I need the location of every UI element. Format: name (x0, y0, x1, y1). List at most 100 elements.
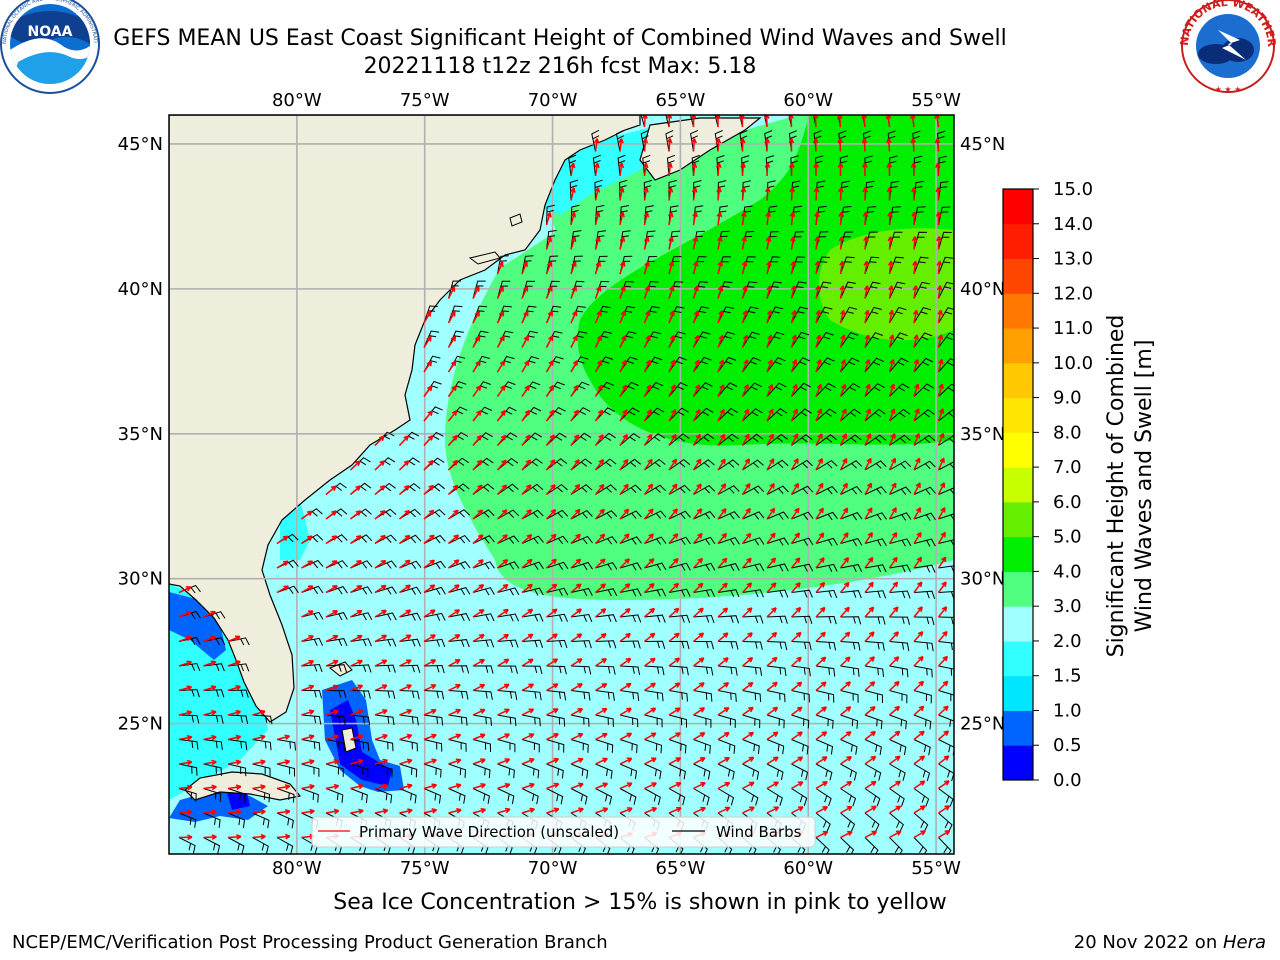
wind-barb (693, 382, 713, 397)
wind-barb (595, 381, 615, 397)
wind-barb (203, 637, 226, 646)
wind-barb (766, 763, 784, 781)
wind-barb (570, 587, 593, 597)
wave-arrow (888, 631, 900, 643)
wave-arrow (325, 759, 340, 765)
wave-arrow (448, 733, 462, 741)
wave-arrow (570, 211, 577, 226)
wave-arrow (447, 335, 457, 348)
wind-barb (570, 509, 593, 520)
wave-arrow (618, 162, 625, 177)
wind-barb (570, 204, 580, 226)
colorbar-swatch (1003, 536, 1033, 572)
wave-arrow (619, 335, 627, 348)
wave-arrow (765, 236, 772, 250)
wind-barb (717, 485, 740, 495)
wave-arrow (423, 311, 432, 324)
wind-barb (448, 560, 471, 570)
wave-arrow (496, 310, 505, 324)
wind-barb (668, 484, 691, 495)
wave-direction-layer (178, 115, 951, 841)
wind-barb (619, 381, 639, 397)
wave-arrow (252, 759, 266, 765)
wind-barb (546, 587, 569, 596)
wind-barb (595, 714, 614, 727)
map-panel: 80°W 75°W 70°W 65°W 60°W 55°W 80°W 75°W … (118, 90, 1006, 879)
wave-arrow (790, 236, 796, 250)
wind-barb (301, 739, 321, 751)
wave-arrow (764, 187, 771, 201)
wind-barb (619, 536, 642, 545)
wave-arrow (791, 806, 804, 814)
wind-barb (595, 562, 618, 571)
wave-arrow (521, 384, 530, 397)
wind-barb (619, 690, 640, 702)
wind-barb (714, 115, 719, 128)
wave-arrow (766, 482, 775, 495)
wave-arrow (472, 658, 485, 667)
wave-arrow (178, 759, 193, 766)
wind-barb (252, 739, 272, 751)
wave-arrow (350, 634, 363, 643)
wave-arrow (741, 236, 747, 250)
wave-arrow (913, 705, 925, 716)
wind-barb (595, 640, 617, 649)
wave-arrow (301, 560, 314, 569)
wind-barb (546, 739, 565, 753)
wind-barb (399, 739, 418, 752)
wind-barb (448, 280, 462, 299)
wave-arrow (886, 162, 893, 177)
wind-barb (227, 788, 246, 803)
wind-barb (472, 509, 495, 520)
wind-barb (570, 561, 593, 571)
wave-arrow (570, 310, 578, 324)
wind-barb (399, 763, 418, 778)
wind-barb (791, 434, 813, 446)
wind-barb (938, 181, 949, 201)
lon-tick-bottom: 75°W (400, 858, 450, 879)
wave-arrow (546, 558, 557, 569)
wind-barb (546, 535, 569, 545)
wind-barb (448, 690, 469, 700)
wind-barb (472, 690, 493, 700)
wind-barb (497, 788, 515, 805)
wind-barb (938, 714, 954, 730)
wave-arrow (692, 384, 701, 397)
wave-arrow (886, 138, 892, 152)
wave-arrow (766, 359, 773, 373)
wind-barb (595, 510, 618, 520)
wind-barb (766, 714, 785, 729)
wave-arrow (861, 115, 868, 128)
wave-arrow (935, 211, 942, 226)
wave-arrow (864, 532, 874, 544)
wave-arrow (717, 433, 726, 446)
wind-barb (742, 690, 762, 703)
wave-arrow (741, 260, 748, 275)
wind-barb (840, 485, 863, 495)
colorbar-label-line1: Significant Height of Combined (1104, 315, 1129, 658)
wave-arrow (545, 261, 553, 275)
wind-barb (619, 205, 630, 226)
wind-barb (913, 812, 929, 833)
wind-barb (350, 690, 371, 699)
wave-arrow (619, 607, 631, 618)
wave-arrow (643, 508, 654, 520)
wave-arrow (937, 556, 947, 569)
wind-barb (472, 639, 495, 648)
wave-arrow (301, 635, 314, 643)
wave-arrow (374, 733, 388, 741)
wave-arrow (276, 808, 291, 815)
wave-arrow (863, 236, 869, 250)
wave-arrow (742, 756, 755, 765)
wave-arrow (178, 586, 192, 594)
wave-arrow (739, 115, 746, 128)
wave-arrow (815, 830, 829, 839)
wind-barb (864, 306, 882, 324)
wave-arrow (692, 211, 698, 226)
wind-barb (764, 130, 773, 152)
lat-tick-right: 30°N (960, 569, 1005, 590)
wind-barb (472, 788, 490, 804)
wind-barb (693, 690, 713, 702)
wave-arrow (766, 607, 777, 618)
wind-barb (203, 788, 222, 802)
